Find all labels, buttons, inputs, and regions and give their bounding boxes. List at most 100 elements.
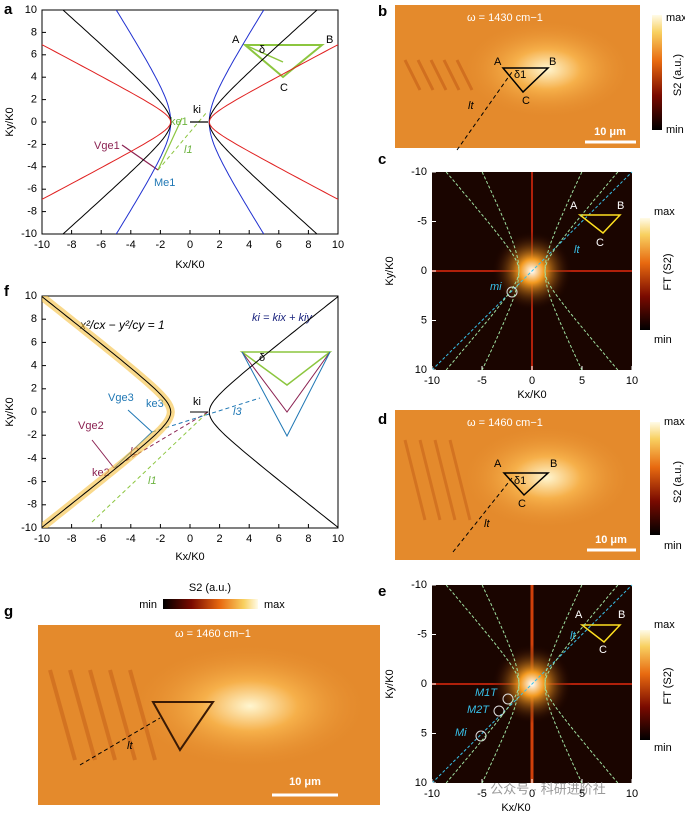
- panel-b: ω = 1430 cm−1 A B C δ1 lt 10 μm max min …: [395, 5, 685, 151]
- y-tick-label: -8: [27, 499, 37, 511]
- annotation: A: [494, 56, 502, 68]
- y-axis-label: Ky/K0: [384, 256, 396, 285]
- annotation: B: [549, 56, 556, 68]
- annotation: δ1: [514, 69, 526, 81]
- curve: [208, 44, 338, 200]
- x-tick-label: -6: [96, 239, 106, 251]
- curve: [115, 10, 172, 234]
- x-axis-label: Kx/K0: [175, 551, 204, 563]
- y-tick-label: -5: [417, 628, 427, 640]
- colorbar: [640, 218, 650, 330]
- annotation: C: [280, 82, 288, 94]
- x-tick-label: -5: [477, 375, 487, 387]
- annotation: B: [326, 34, 333, 46]
- x-tick-label: 4: [246, 533, 252, 545]
- annotation: Vge1: [94, 140, 120, 152]
- panel-label: a: [4, 1, 13, 18]
- y-tick-label: -4: [27, 452, 37, 464]
- y-tick-label: 0: [421, 265, 427, 277]
- x-tick-label: 8: [305, 239, 311, 251]
- marker: [506, 286, 518, 298]
- x-tick-label: -10: [34, 533, 50, 545]
- x-axis-label: Kx/K0: [175, 259, 204, 271]
- x-tick-label: 2: [217, 239, 223, 251]
- panel-label: e: [378, 583, 386, 600]
- annotation: B: [550, 458, 557, 470]
- x-tick-label: 8: [305, 533, 311, 545]
- triangle: [242, 44, 325, 79]
- x-tick-label: -6: [96, 533, 106, 545]
- y-tick-label: 10: [415, 364, 427, 376]
- line-lt: [452, 477, 513, 553]
- colorbar-min: min: [654, 334, 672, 346]
- x-tick-label: -2: [156, 533, 166, 545]
- x-tick-label: -8: [67, 239, 77, 251]
- x-tick-label: 5: [579, 788, 585, 800]
- scale-bar-label: 10 μm: [289, 776, 321, 788]
- curve: [481, 585, 520, 783]
- colorbar-min: min: [664, 540, 682, 552]
- annotation: l1: [148, 475, 157, 487]
- x-tick-label: -4: [126, 239, 136, 251]
- x-tick-label: -8: [67, 533, 77, 545]
- x-tick-label: 0: [529, 375, 535, 387]
- x-tick-label: 6: [276, 533, 282, 545]
- arrow-vge3: [127, 409, 153, 433]
- curve: [208, 296, 338, 528]
- curve: [481, 172, 520, 370]
- line-lt: [431, 171, 633, 371]
- triangle: [501, 67, 550, 94]
- colorbar: [650, 422, 660, 535]
- y-tick-label: 10: [25, 4, 37, 16]
- arrow-vge2: [91, 439, 115, 469]
- fringes: [403, 439, 472, 521]
- annotation: C: [518, 498, 526, 510]
- y-tick-label: -10: [21, 228, 37, 240]
- colorbar-max: max: [654, 206, 675, 218]
- triangle: [241, 351, 331, 413]
- y-tick-label: 4: [31, 71, 37, 83]
- line-lt: [456, 71, 513, 151]
- marker: [493, 705, 505, 717]
- annotation: ke1: [170, 116, 188, 128]
- curve: [42, 296, 172, 528]
- y-tick-label: 10: [25, 290, 37, 302]
- colorbar-title: S2 (a.u.): [672, 461, 684, 503]
- annotation: Me1: [154, 177, 175, 189]
- x-axis-label: Kx/K0: [501, 802, 530, 814]
- colorbar-title: FT (S2): [662, 667, 674, 704]
- annotation: Vge3: [108, 392, 134, 404]
- curve: [544, 172, 583, 370]
- annotation: lt: [468, 100, 474, 112]
- y-tick-label: -6: [27, 183, 37, 195]
- annotation: l3: [233, 406, 242, 418]
- annotation: M2T: [467, 704, 490, 716]
- x-tick-label: 6: [276, 239, 282, 251]
- annotation: lt: [574, 244, 580, 256]
- line-l2: [113, 411, 209, 469]
- panel-e: A B C lt M1T M2T Mi Kx/K0 Ky/K0 max min …: [384, 579, 675, 814]
- panel-g: ω = 1460 cm−1 lt 10 μm min max S2 (a.u.): [38, 582, 380, 805]
- scale-bar-label: 10 μm: [594, 126, 626, 138]
- colorbar: [163, 599, 258, 609]
- x-tick-label: 0: [187, 239, 193, 251]
- image-glow: [38, 625, 380, 805]
- x-tick-label: -2: [156, 239, 166, 251]
- y-tick-label: -8: [27, 206, 37, 218]
- annotation: B: [617, 200, 624, 212]
- x-tick-label: -4: [126, 533, 136, 545]
- y-tick-label: 10: [415, 777, 427, 789]
- annotation: A: [232, 34, 240, 46]
- triangle: [502, 472, 550, 497]
- triangle: [577, 214, 622, 235]
- y-tick-label: 4: [31, 360, 37, 372]
- equation: x²/cx − y²/cy = 1: [79, 318, 165, 332]
- colorbar-title: S2 (a.u.): [189, 582, 231, 594]
- panel-f: Kx/K0 Ky/K0 x²/cx − y²/cy = 1 ki = kix +…: [4, 290, 344, 563]
- x-tick-label: -10: [424, 788, 440, 800]
- y-tick-label: 6: [31, 49, 37, 61]
- annotation: lt: [127, 740, 133, 752]
- annotation: C: [599, 644, 607, 656]
- annotation: ki = kix + kiy: [252, 312, 313, 324]
- x-tick-label: 10: [332, 239, 344, 251]
